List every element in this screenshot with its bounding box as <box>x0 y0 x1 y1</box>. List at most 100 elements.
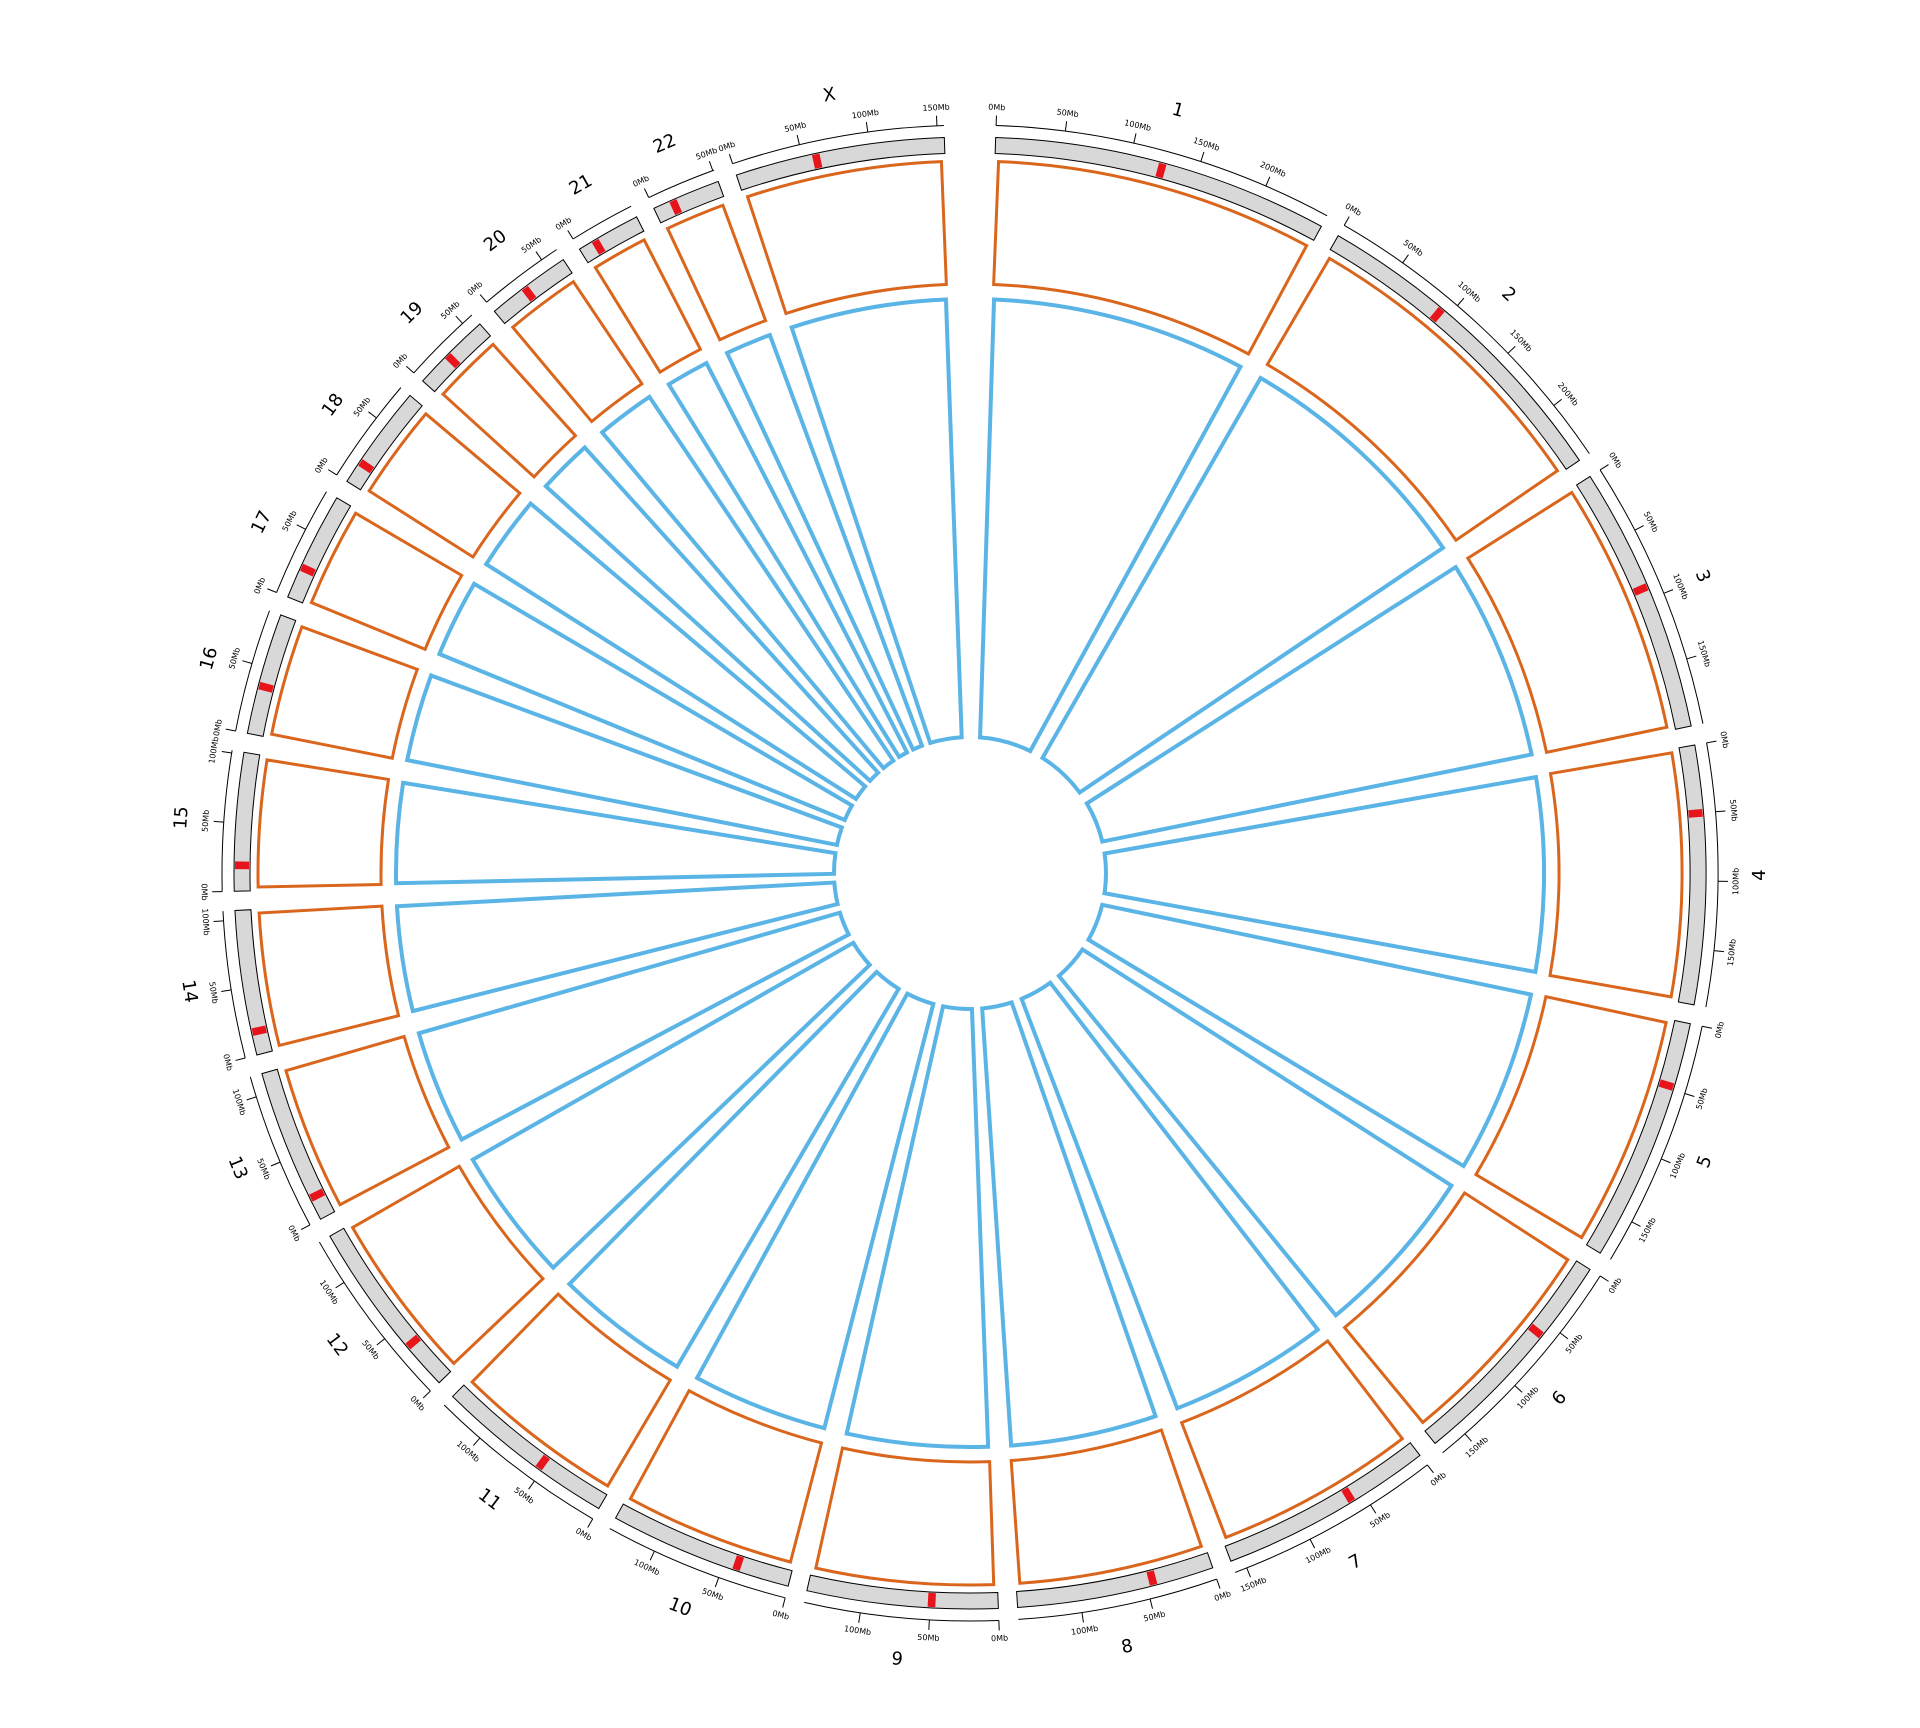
tick-axis <box>609 1528 786 1599</box>
tick-label: 100Mb <box>1668 1151 1687 1180</box>
tick-mark <box>455 315 463 324</box>
tick-label: 0Mb <box>313 456 330 475</box>
tick-label: 0Mb <box>391 352 409 371</box>
blue-sector <box>694 991 936 1431</box>
tick-mark <box>1081 1612 1084 1623</box>
tick-mark <box>422 1390 431 1399</box>
tick-axis <box>222 911 246 1059</box>
tick-mark <box>405 365 415 374</box>
tick-mark <box>1631 1221 1641 1227</box>
blue-sector <box>404 672 845 848</box>
chromosome-label: 13 <box>224 1153 252 1182</box>
ideogram <box>1016 1552 1214 1608</box>
centromere <box>927 1592 936 1608</box>
tick-label: 0Mb <box>253 576 268 595</box>
centromere <box>732 1555 745 1571</box>
tick-label: 50Mb <box>1056 107 1079 119</box>
blue-sector <box>394 880 840 1014</box>
chromosome: 0Mb 50Mb 100Mb 11 <box>443 969 902 1543</box>
tick-mark <box>300 1224 311 1231</box>
tick-mark <box>782 1597 786 1608</box>
blue-sector <box>1084 564 1535 844</box>
tick-axis <box>443 1404 593 1520</box>
centromere <box>251 1025 267 1036</box>
tick-axis <box>1442 1275 1601 1454</box>
centromere <box>358 459 375 474</box>
tick-label: 50Mb <box>281 509 299 533</box>
tick-label: 50Mb <box>1728 799 1739 822</box>
centromere <box>1688 809 1703 818</box>
tick-mark <box>1702 1025 1713 1029</box>
chromosome-label: 14 <box>177 978 201 1004</box>
tick-mark <box>649 1550 655 1561</box>
tick-label: 50Mb <box>1642 510 1660 534</box>
tick-mark <box>1661 1158 1671 1164</box>
tick-label: 0Mb <box>1718 731 1730 749</box>
chromosome: 0Mb 50Mb 100Mb 13 <box>224 910 852 1243</box>
tick-axis <box>1599 469 1704 724</box>
tick-label: 0Mb <box>771 1609 790 1622</box>
chromosome: 0Mb 50Mb 100Mb 150Mb 200Mb 1 <box>978 99 1328 754</box>
tick-mark <box>235 1057 246 1061</box>
ideogram <box>261 1068 336 1220</box>
blue-sector <box>978 297 1244 754</box>
tick-label: 100Mb <box>318 1278 340 1306</box>
ideogram <box>1329 235 1581 470</box>
chromosome-label: 4 <box>1749 869 1770 881</box>
tick-label: 0Mb <box>1607 1276 1624 1295</box>
tick-mark <box>1309 1538 1316 1549</box>
tick-label: 150Mb <box>1726 938 1738 966</box>
tick-mark <box>1706 740 1717 744</box>
tick-axis <box>235 610 270 732</box>
tick-label: 200Mb <box>1556 381 1580 408</box>
tick-label: 100Mb <box>1731 868 1740 895</box>
ideogram <box>234 909 273 1056</box>
chromosome-label: 3 <box>1691 567 1715 586</box>
tick-mark <box>1216 1578 1221 1589</box>
tick-mark <box>1064 121 1068 132</box>
ideogram <box>233 751 261 892</box>
tick-label: 100Mb <box>1456 280 1483 305</box>
orange-sector <box>269 624 420 760</box>
tick-label: 50Mb <box>1694 1087 1709 1111</box>
tick-mark <box>1553 398 1563 406</box>
ideogram <box>1424 1260 1591 1445</box>
tick-mark <box>335 1281 345 1289</box>
tick-mark <box>270 1161 281 1167</box>
tick-label: 0Mb <box>574 1526 593 1542</box>
tick-mark <box>528 1480 535 1490</box>
tick-label: 0Mb <box>286 1224 302 1243</box>
tick-mark <box>242 660 253 664</box>
orange-sector <box>510 279 644 424</box>
tick-axis <box>486 249 557 303</box>
orange-sector <box>1473 994 1668 1240</box>
centromere <box>521 285 537 302</box>
tick-mark <box>213 820 224 823</box>
tick-label: 0Mb <box>717 140 736 154</box>
ideogram <box>329 1227 452 1384</box>
tick-label: 0Mb <box>988 103 1005 113</box>
tick-label: 50Mb <box>1401 238 1424 258</box>
chromosome-label: 7 <box>1345 1550 1365 1574</box>
centromere <box>1155 162 1167 179</box>
chromosome-label: 18 <box>318 390 348 421</box>
tick-mark <box>1133 133 1137 144</box>
orange-sector <box>992 160 1309 357</box>
tick-label: 0Mb <box>466 279 485 297</box>
tick-mark <box>1457 297 1465 306</box>
orange-sector <box>814 1446 996 1587</box>
tick-mark <box>587 1518 594 1528</box>
tick-label: 0Mb <box>1714 1021 1726 1040</box>
blue-sector <box>1102 774 1546 975</box>
centromere <box>1632 583 1649 596</box>
tick-label: 150Mb <box>1464 1435 1490 1460</box>
blue-sector <box>416 910 852 1143</box>
tick-label: 100Mb <box>207 736 220 764</box>
orange-sector <box>350 1164 546 1366</box>
blue-sector <box>844 1003 991 1449</box>
ideogram <box>806 1574 999 1610</box>
tick-mark <box>1715 810 1726 813</box>
tick-label: 50Mb <box>201 809 211 832</box>
tick-mark <box>1426 1464 1434 1474</box>
